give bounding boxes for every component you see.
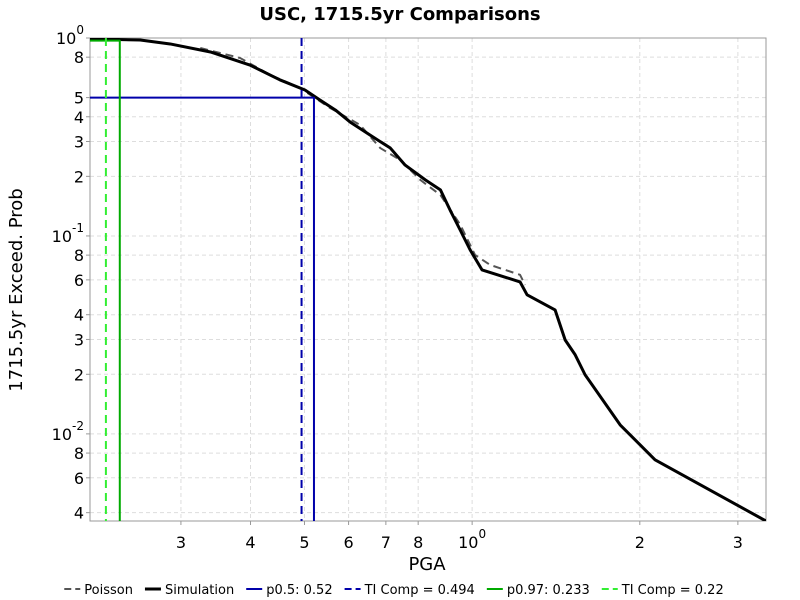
tick-label-text: 8: [74, 246, 84, 265]
tick-label-text: 5: [299, 533, 309, 552]
tick-label-text: 10: [458, 533, 478, 552]
tick-label-text: 10: [52, 227, 72, 246]
legend-label: p0.97: 0.233: [507, 583, 590, 598]
tick-label: 10-2: [52, 419, 84, 444]
tick-label-sup: 0: [478, 527, 486, 541]
tick-label: 4: [245, 533, 255, 552]
legend-label: TI Comp = 0.494: [364, 583, 475, 598]
tick-label-text: 3: [74, 133, 84, 152]
legend-label: TI Comp = 0.22: [621, 583, 724, 598]
tick-label: 6: [74, 271, 84, 290]
tick-label: 4: [74, 306, 84, 325]
tick-label: 8: [74, 246, 84, 265]
tick-label: 100: [56, 23, 84, 48]
legend-label: Poisson: [84, 583, 133, 598]
tick-label-text: 8: [74, 48, 84, 67]
tick-label-text: 8: [413, 533, 423, 552]
tick-label-text: 4: [74, 306, 84, 325]
tick-label: 6: [343, 533, 353, 552]
tick-label: 2: [635, 533, 645, 552]
tick-label-sup: 0: [76, 23, 84, 37]
x-axis-label: PGA: [408, 554, 446, 575]
tick-label-text: 3: [176, 533, 186, 552]
tick-label: 10-1: [52, 221, 84, 246]
series-line: [90, 39, 121, 521]
tick-label: 6: [74, 469, 84, 488]
tick-label-text: 2: [74, 167, 84, 186]
tick-label: 8: [74, 48, 84, 67]
tick-label-text: 4: [74, 108, 84, 127]
tick-label-text: 6: [74, 271, 84, 290]
legend-label: Simulation: [165, 583, 234, 598]
tick-label: 4: [74, 504, 84, 523]
tick-label-text: 6: [343, 533, 353, 552]
tick-label-text: 10: [52, 425, 72, 444]
tick-label: 8: [413, 533, 423, 552]
tick-label-text: 4: [245, 533, 255, 552]
tick-label-sup: -1: [72, 221, 84, 235]
tick-label-text: 8: [74, 444, 84, 463]
tick-label: 3: [733, 533, 743, 552]
tick-label: 5: [74, 89, 84, 108]
tick-label: 2: [74, 365, 84, 384]
series-line: [90, 96, 315, 521]
series-line: [200, 47, 527, 286]
tick-label: 100: [458, 527, 486, 552]
tick-label-text: 2: [74, 365, 84, 384]
tick-label-text: 10: [56, 29, 76, 48]
plot-border: [89, 37, 767, 522]
tick-label: 4: [74, 108, 84, 127]
tick-label-text: 5: [74, 89, 84, 108]
legend: Poisson Simulation p0.5: 0.52 TI Comp = 0.4…: [64, 583, 724, 598]
tick-label-text: 3: [74, 330, 84, 349]
tick-label-text: 6: [74, 469, 84, 488]
y-axis-label: 1715.5yr Exceed. Prob: [6, 188, 27, 391]
tick-label: 7: [381, 533, 391, 552]
tick-label-text: 4: [74, 504, 84, 523]
tick-label: 5: [299, 533, 309, 552]
legend-label: p0.5: 0.52: [266, 583, 332, 598]
tick-label: 8: [74, 444, 84, 463]
tick-label: 3: [74, 330, 84, 349]
chart-title: USC, 1715.5yr Comparisons: [259, 4, 540, 25]
tick-label: 3: [176, 533, 186, 552]
tick-label-sup: -2: [72, 419, 84, 433]
tick-label: 2: [74, 167, 84, 186]
series-line: [90, 38, 766, 521]
tick-label: 3: [74, 133, 84, 152]
tick-label-text: 7: [381, 533, 391, 552]
